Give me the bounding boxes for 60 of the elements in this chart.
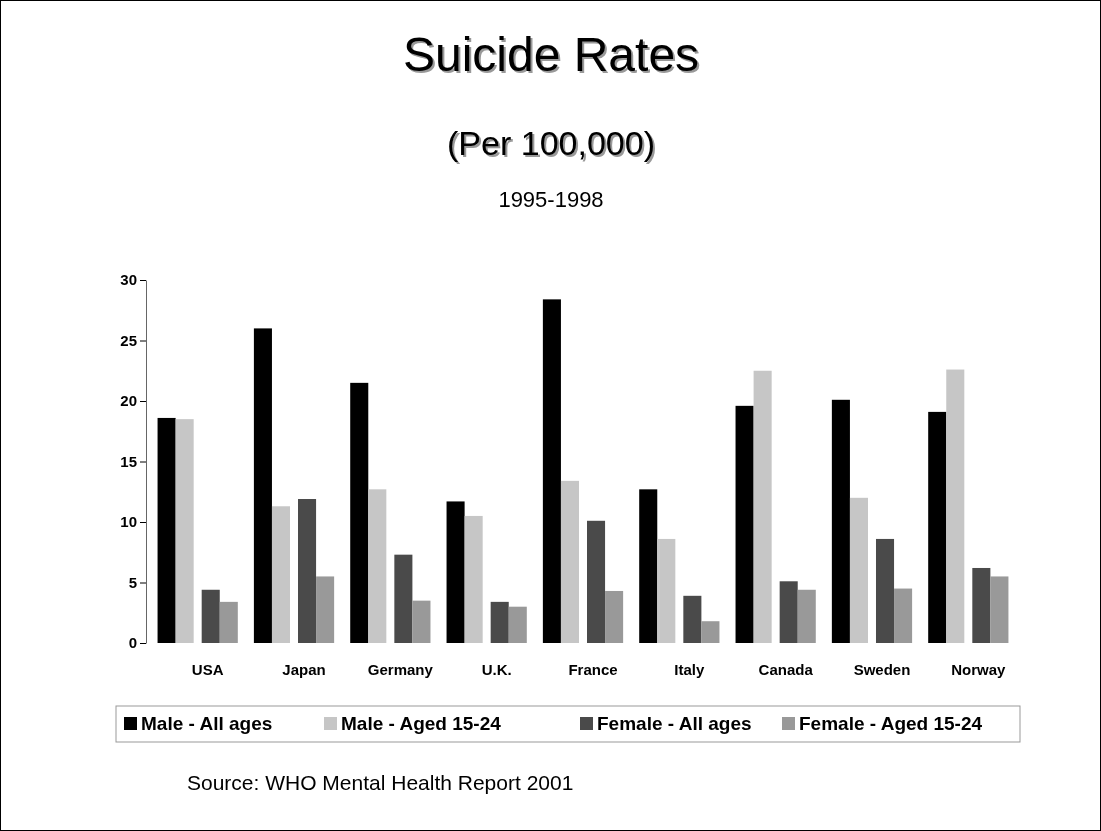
chart-title: Suicide Rates <box>404 30 702 83</box>
y-tick-label: 5 <box>128 573 137 591</box>
y-tick-label: 15 <box>120 452 137 470</box>
bar <box>657 538 676 643</box>
x-tick-label: Sweden <box>853 660 911 678</box>
bar <box>219 601 238 643</box>
y-tick-label: 25 <box>120 331 137 349</box>
bar <box>605 590 624 643</box>
x-tick-label: Germany <box>367 660 434 678</box>
bar <box>542 299 561 643</box>
x-tick-label: USA <box>191 660 224 678</box>
bar <box>972 567 991 643</box>
bar <box>446 501 465 643</box>
bar <box>587 520 606 643</box>
bar <box>412 600 431 643</box>
legend-label: Male - All ages <box>141 713 273 734</box>
legend-label: Female - All ages <box>597 713 752 734</box>
bar <box>849 497 868 643</box>
bar <box>368 489 387 643</box>
bar <box>928 411 947 643</box>
bar <box>490 601 509 643</box>
bar <box>831 399 850 643</box>
bar <box>990 576 1009 643</box>
bar <box>298 499 317 643</box>
x-tick-label: Italy <box>674 660 705 678</box>
bar <box>735 405 754 643</box>
x-tick-label: U.K. <box>481 660 512 678</box>
bar <box>157 417 176 643</box>
bar <box>350 382 369 643</box>
bar <box>394 554 413 643</box>
bar <box>464 515 483 643</box>
bar <box>946 369 965 643</box>
bar <box>271 506 291 643</box>
bar <box>797 589 816 643</box>
x-tick-label: Norway <box>951 660 1007 678</box>
y-tick-label: 20 <box>120 392 137 410</box>
y-tick-label: 30 <box>120 271 137 289</box>
x-tick-label: France <box>568 660 618 678</box>
bar <box>753 370 772 643</box>
bar <box>175 419 194 643</box>
y-tick-label: 10 <box>120 513 137 531</box>
bar <box>201 589 220 643</box>
bar <box>875 538 895 643</box>
bar <box>639 489 658 643</box>
y-tick-label: 0 <box>128 634 137 652</box>
bar <box>316 576 335 643</box>
bar <box>701 621 720 643</box>
text: 1995-1998 <box>498 187 604 212</box>
bar <box>683 595 702 643</box>
bar <box>894 588 913 643</box>
legend-label: Female - Aged 15-24 <box>799 713 983 734</box>
chart-subtitle: (Per 100,000) <box>449 126 657 164</box>
bar <box>508 606 527 643</box>
source-note: Source: WHO Mental Health Report 2001 <box>187 771 574 794</box>
bar <box>779 581 798 643</box>
bar <box>560 480 579 643</box>
bar <box>253 328 272 643</box>
legend-label: Male - Aged 15-24 <box>341 713 502 734</box>
x-tick-label: Japan <box>282 660 326 678</box>
x-tick-label: Canada <box>758 660 814 678</box>
